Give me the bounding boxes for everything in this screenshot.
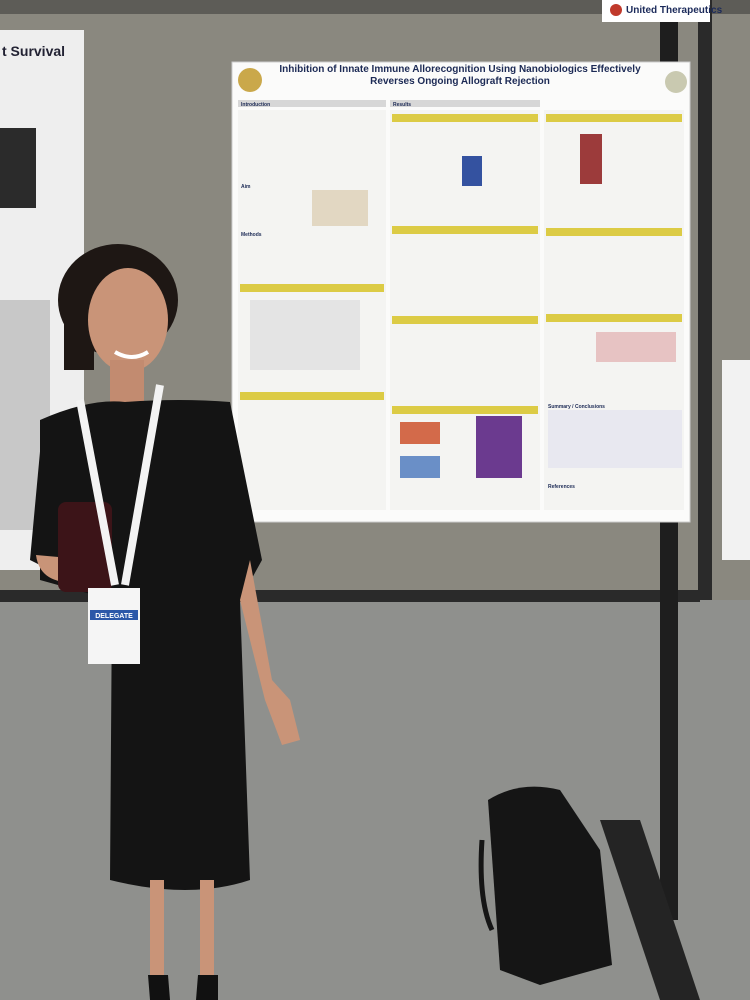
figure-header xyxy=(392,226,538,234)
sponsor-logo xyxy=(610,4,622,16)
sponsor-name: United Therapeutics xyxy=(626,5,723,16)
section-title: Methods xyxy=(241,232,262,238)
section-title: Summary / Conclusions xyxy=(548,404,605,410)
smile xyxy=(113,350,150,359)
frame-post xyxy=(698,0,712,600)
heatmap xyxy=(580,134,602,184)
heatmap xyxy=(476,416,522,478)
figure-header xyxy=(240,392,384,400)
badge xyxy=(88,588,140,664)
frame-foot xyxy=(600,820,700,1000)
left-poster-image xyxy=(0,128,36,208)
figure-panels xyxy=(250,134,682,478)
figure-header xyxy=(392,114,538,122)
figure-header xyxy=(392,406,538,414)
lanyard xyxy=(76,384,164,586)
leg xyxy=(150,880,164,980)
shoe xyxy=(148,975,170,1000)
section-title: Aim xyxy=(241,184,251,190)
poster-title: Inhibition of Innate Immune Allorecognit… xyxy=(279,64,641,87)
figure-headers xyxy=(240,114,682,414)
leg xyxy=(200,880,214,980)
figure-header xyxy=(546,314,682,322)
neighbour-poster xyxy=(722,360,750,560)
figure-header xyxy=(546,228,682,236)
section-title: Results xyxy=(393,102,411,108)
person: DELEGATE xyxy=(30,244,300,1000)
section-headers: Introduction Aim Methods Results Summary… xyxy=(238,100,605,490)
bag-strap xyxy=(478,839,495,932)
umap xyxy=(400,422,440,444)
board-top xyxy=(0,0,750,14)
badge-role: DELEGATE xyxy=(95,613,133,620)
poster-logo xyxy=(238,68,262,92)
phone xyxy=(58,502,112,592)
section-title: Introduction xyxy=(241,102,270,108)
sponsor-sign xyxy=(602,0,710,22)
flow-plots xyxy=(250,300,360,370)
bar-figure xyxy=(462,156,482,186)
shoe xyxy=(196,975,218,1000)
section-bar xyxy=(390,100,540,107)
bag xyxy=(488,786,612,985)
figure-header xyxy=(240,284,384,292)
figure-header xyxy=(392,316,538,324)
histogram xyxy=(596,332,676,362)
poster-logo xyxy=(665,71,687,93)
face xyxy=(88,268,168,372)
section-title: References xyxy=(548,484,575,490)
figure-header xyxy=(546,114,682,122)
conclusion-text xyxy=(548,410,682,468)
schematic xyxy=(312,190,368,226)
section-bar xyxy=(238,100,386,107)
arm xyxy=(240,560,300,745)
umap xyxy=(400,456,440,478)
left-poster-title: t Survival xyxy=(2,43,65,59)
badge-role-bar xyxy=(90,610,138,620)
